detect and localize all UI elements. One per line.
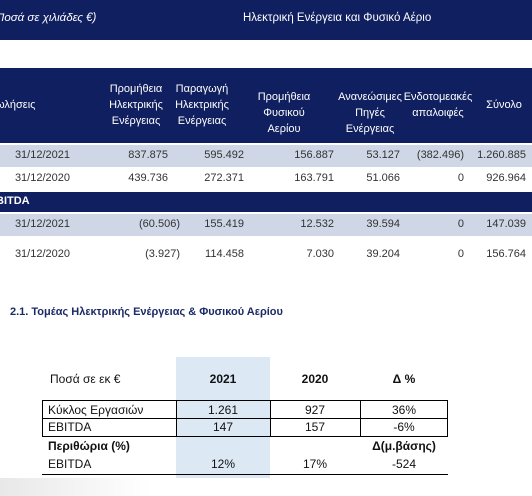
table-head-2021: 2021 (209, 372, 237, 386)
ebitda-label: BITDA (0, 195, 30, 207)
section-heading: 2.1. Τομέας Ηλεκτρικής Ενέργειας & Φυσικ… (10, 306, 283, 318)
row-label: EBITDA (48, 420, 92, 434)
table-header: ωλήσεις Προμήθεια Ηλεκτρικής Ενέργειας Π… (0, 68, 532, 143)
cell: 7.030 (306, 248, 334, 260)
summary-table: Ποσά σε εκ € 2021 2020 Δ % Κύκλος Εργασι… (42, 357, 448, 478)
cell: 114.458 (205, 248, 244, 260)
cell: 157 (304, 420, 326, 434)
table-row: 31/12/2021 (60.506) 155.419 12.532 39.59… (0, 214, 532, 236)
cell: 36% (391, 403, 417, 417)
divider (42, 474, 448, 475)
cell: 163.791 (294, 172, 334, 184)
cell: 39.594 (366, 218, 400, 230)
margins-label: Περιθώρια (%) (48, 439, 130, 453)
header-total: Σύνολο (486, 99, 522, 111)
cell: -524 (391, 457, 417, 471)
top-banner: Ποσά σε χιλιάδες €) Ηλεκτρική Ενέργεια κ… (0, 0, 532, 40)
table-row: 31/12/2021 837.875 595.492 156.887 53.12… (0, 145, 532, 167)
header-renewables: Ανανεώσιμες Πηγές Ενέργειας (338, 91, 402, 135)
cell: 0 (457, 248, 464, 260)
header-electricity-supply: Προμήθεια Ηλεκτρικής Ενέργειας (109, 83, 163, 127)
cell: 595.492 (204, 149, 244, 161)
cell: 0 (457, 172, 464, 184)
table-row: 31/12/2020 439.736 272.371 163.791 51.06… (0, 168, 532, 190)
cell: 12% (210, 457, 236, 471)
unit-note: Ποσά σε χιλιάδες €) (0, 12, 97, 24)
ebitda-section-bar: BITDA (0, 192, 532, 212)
divider (42, 436, 448, 437)
cell: 439.736 (128, 172, 168, 184)
row-date: 31/12/2021 (14, 218, 70, 230)
cell: 156.764 (486, 248, 526, 260)
cell: (60.506) (139, 218, 180, 230)
banner-title: Ηλεκτρική Ενέργεια και Φυσικό Αέριο (243, 12, 432, 24)
divider (42, 418, 448, 419)
table-head-delta: Δ % (392, 372, 416, 386)
divider (42, 400, 448, 401)
header-eliminations: Ενδοτομεακές απαλοιφές (403, 91, 473, 119)
cell: 17% (302, 457, 328, 471)
cell: 1.260.885 (477, 149, 526, 161)
page-edge-shadow (0, 478, 150, 496)
margins-delta-label: Δ(μ.βάσης) (372, 439, 436, 453)
cell: 0 (457, 218, 464, 230)
cell: 51.066 (366, 172, 400, 184)
header-sales: ωλήσεις (0, 99, 36, 111)
table-head-2020: 2020 (301, 372, 329, 386)
cell: -6% (393, 420, 415, 434)
cell: 39.204 (366, 248, 400, 260)
cell: (3.927) (145, 248, 180, 260)
cell: 147 (212, 420, 234, 434)
cell: 926.964 (486, 172, 526, 184)
row-date: 31/12/2020 (14, 172, 70, 184)
table-row: 31/12/2020 (3.927) 114.458 7.030 39.204 … (0, 244, 532, 266)
row-label: Κύκλος Εργασιών (48, 403, 144, 417)
row-date: 31/12/2020 (14, 248, 70, 260)
row-date: 31/12/2021 (14, 149, 70, 161)
header-gas-supply: Προμήθεια Φυσικού Αερίου (257, 91, 311, 135)
highlight-column-2021 (176, 357, 270, 478)
cell: 927 (304, 403, 326, 417)
cell: 1.261 (207, 403, 239, 417)
cell: (382.496) (416, 149, 464, 161)
cell: 837.875 (128, 149, 168, 161)
cell: 272.371 (204, 172, 244, 184)
cell: 156.887 (294, 149, 334, 161)
header-electricity-generation: Παραγωγή Ηλεκτρικής Ενέργειας (175, 83, 229, 127)
cell: 12.532 (300, 218, 334, 230)
table-head-label: Ποσά σε εκ € (50, 372, 121, 386)
cell: 53.127 (366, 149, 400, 161)
row-label: EBITDA (48, 457, 92, 471)
cell: 155.419 (204, 218, 244, 230)
cell: 147.039 (486, 218, 526, 230)
